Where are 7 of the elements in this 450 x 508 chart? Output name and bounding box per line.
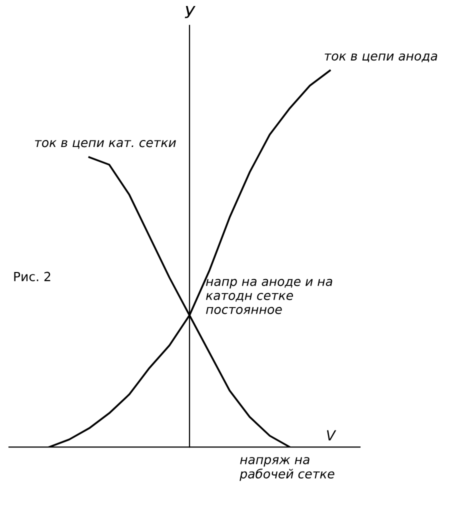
annotation: Рис. 2: [14, 272, 50, 282]
text: напряж на рабочей сетке: [240, 457, 334, 481]
series-label: ток в цепи кат. сетки: [35, 140, 176, 149]
y-axis-title: У: [184, 6, 196, 18]
series-label: ток в цепи анода: [324, 53, 438, 62]
x-axis-title: V: [326, 430, 336, 440]
annotation: напр на аноде и на катодн сетке постоянное: [206, 278, 332, 314]
